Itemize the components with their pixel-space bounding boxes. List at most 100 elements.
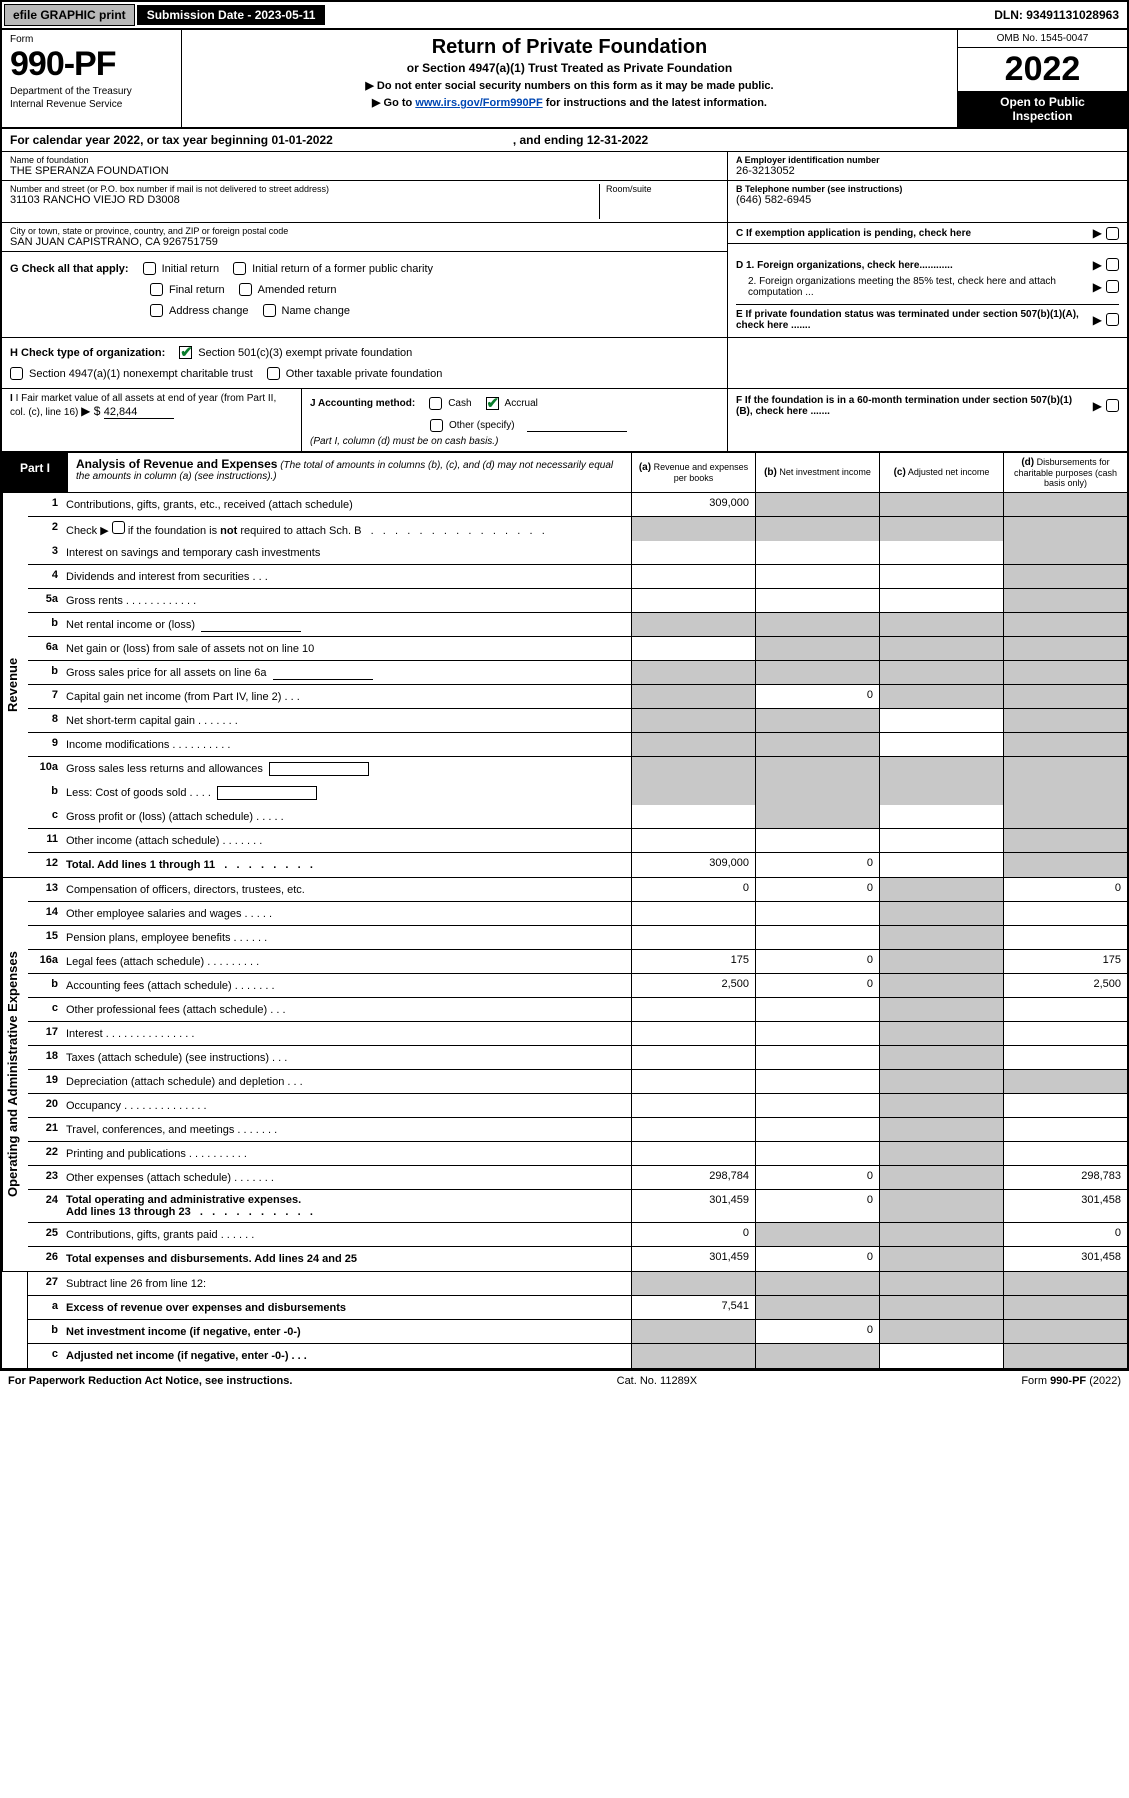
amended-return-checkbox[interactable] bbox=[239, 283, 252, 296]
line-24: Total operating and administrative expen… bbox=[62, 1190, 631, 1222]
paperwork-notice: For Paperwork Reduction Act Notice, see … bbox=[8, 1375, 292, 1387]
accrual-checkbox[interactable] bbox=[486, 397, 499, 410]
d1-checkbox[interactable] bbox=[1106, 258, 1119, 271]
col-a-header: (a) (a) Revenue and expenses per booksRe… bbox=[631, 453, 755, 492]
city-value: SAN JUAN CAPISTRANO, CA 926751759 bbox=[10, 236, 719, 248]
form-header: Form 990-PF Department of the Treasury I… bbox=[0, 30, 1129, 129]
section-g: G Check all that apply: Initial return I… bbox=[0, 252, 1129, 338]
line-16c: Other professional fees (attach schedule… bbox=[62, 998, 631, 1021]
form-title: Return of Private Foundation bbox=[194, 36, 945, 59]
line-20: Occupancy . . . . . . . . . . . . . . bbox=[62, 1094, 631, 1117]
initial-return-former-checkbox[interactable] bbox=[233, 262, 246, 275]
line-11: Other income (attach schedule) . . . . .… bbox=[62, 829, 631, 852]
dln-label: DLN: 93491131028963 bbox=[986, 5, 1127, 25]
line-12: Total. Add lines 1 through 11 . . . . . … bbox=[62, 853, 631, 877]
line-5b: Net rental income or (loss) bbox=[62, 613, 631, 636]
line-18: Taxes (attach schedule) (see instruction… bbox=[62, 1046, 631, 1069]
ein-label: A Employer identification number bbox=[736, 155, 1119, 165]
line-22: Printing and publications . . . . . . . … bbox=[62, 1142, 631, 1165]
section-h: H Check type of organization: Section 50… bbox=[0, 338, 1129, 389]
line-6a: Net gain or (loss) from sale of assets n… bbox=[62, 637, 631, 660]
open-public-2: Inspection bbox=[958, 109, 1127, 123]
phone-value: (646) 582-6945 bbox=[736, 194, 1119, 206]
line-19: Depreciation (attach schedule) and deple… bbox=[62, 1070, 631, 1093]
501c3-checkbox[interactable] bbox=[179, 346, 192, 359]
room-label: Room/suite bbox=[606, 184, 719, 194]
line-13: Compensation of officers, directors, tru… bbox=[62, 878, 631, 901]
line-8: Net short-term capital gain . . . . . . … bbox=[62, 709, 631, 732]
line-21: Travel, conferences, and meetings . . . … bbox=[62, 1118, 631, 1141]
fmv-value: 42,844 bbox=[104, 406, 174, 419]
line-27b: Net investment income (if negative, ente… bbox=[62, 1320, 631, 1343]
line-14: Other employee salaries and wages . . . … bbox=[62, 902, 631, 925]
col-c-header: (c) Adjusted net income bbox=[879, 453, 1003, 492]
calendar-year-row: For calendar year 2022, or tax year begi… bbox=[0, 129, 1129, 152]
foundation-name: THE SPERANZA FOUNDATION bbox=[10, 165, 719, 177]
4947-checkbox[interactable] bbox=[10, 367, 23, 380]
form-ref: Form 990-PF (2022) bbox=[1021, 1375, 1121, 1387]
open-public-1: Open to Public bbox=[958, 95, 1127, 109]
foundation-info: Name of foundation THE SPERANZA FOUNDATI… bbox=[0, 152, 1129, 252]
cash-checkbox[interactable] bbox=[429, 397, 442, 410]
address-label: Number and street (or P.O. box number if… bbox=[10, 184, 599, 194]
exemption-checkbox[interactable] bbox=[1106, 227, 1119, 240]
initial-return-checkbox[interactable] bbox=[143, 262, 156, 275]
line-23: Other expenses (attach schedule) . . . .… bbox=[62, 1166, 631, 1189]
line-4: Dividends and interest from securities .… bbox=[62, 565, 631, 588]
other-taxable-checkbox[interactable] bbox=[267, 367, 280, 380]
dept-irs: Internal Revenue Service bbox=[10, 99, 173, 110]
tax-year: 2022 bbox=[958, 48, 1127, 91]
part1-title: Analysis of Revenue and Expenses bbox=[76, 457, 277, 471]
name-change-checkbox[interactable] bbox=[263, 304, 276, 317]
dept-treasury: Department of the Treasury bbox=[10, 86, 173, 97]
ein-value: 26-3213052 bbox=[736, 165, 1119, 177]
revenue-vlabel: Revenue bbox=[2, 493, 28, 877]
part1-tab: Part I bbox=[2, 453, 68, 492]
j-label: J Accounting method: bbox=[310, 398, 415, 409]
line-6b: Gross sales price for all assets on line… bbox=[62, 661, 631, 684]
h-label: H Check type of organization: bbox=[10, 347, 165, 359]
ssn-warning: ▶ Do not enter social security numbers o… bbox=[194, 79, 945, 92]
efile-print-button[interactable]: efile GRAPHIC print bbox=[4, 4, 135, 26]
goto-note: ▶ Go to www.irs.gov/Form990PF for instru… bbox=[194, 96, 945, 109]
part1-header: Part I Analysis of Revenue and Expenses … bbox=[0, 453, 1129, 493]
name-label: Name of foundation bbox=[10, 155, 719, 165]
expenses-section: Operating and Administrative Expenses 13… bbox=[0, 878, 1129, 1272]
other-method-checkbox[interactable] bbox=[430, 419, 443, 432]
line-2: Check ▶ if the foundation is not require… bbox=[62, 517, 631, 541]
city-label: City or town, state or province, country… bbox=[10, 226, 719, 236]
g-label: G Check all that apply: bbox=[10, 263, 129, 275]
catalog-number: Cat. No. 11289X bbox=[617, 1375, 698, 1387]
line-10c: Gross profit or (loss) (attach schedule)… bbox=[62, 805, 631, 828]
irs-link[interactable]: www.irs.gov/Form990PF bbox=[415, 97, 542, 109]
final-return-checkbox[interactable] bbox=[150, 283, 163, 296]
line-5a: Gross rents . . . . . . . . . . . . bbox=[62, 589, 631, 612]
section-ij: I I Fair market value of all assets at e… bbox=[0, 389, 1129, 453]
line-10a: Gross sales less returns and allowances bbox=[62, 757, 631, 781]
line-7: Capital gain net income (from Part IV, l… bbox=[62, 685, 631, 708]
form-subtitle: or Section 4947(a)(1) Trust Treated as P… bbox=[194, 61, 945, 75]
form-word: Form bbox=[10, 34, 173, 45]
address-change-checkbox[interactable] bbox=[150, 304, 163, 317]
f-checkbox[interactable] bbox=[1106, 399, 1119, 412]
d1-label: D 1. Foreign organizations, check here..… bbox=[736, 260, 953, 271]
line-27-section: 27Subtract line 26 from line 12: aExcess… bbox=[0, 1272, 1129, 1370]
cash-basis-note: (Part I, column (d) must be on cash basi… bbox=[310, 436, 719, 447]
exemption-pending-label: C If exemption application is pending, c… bbox=[736, 228, 971, 239]
expenses-vlabel: Operating and Administrative Expenses bbox=[2, 878, 28, 1271]
d2-checkbox[interactable] bbox=[1106, 280, 1119, 293]
line-27a: Excess of revenue over expenses and disb… bbox=[62, 1296, 631, 1319]
line-16a: Legal fees (attach schedule) . . . . . .… bbox=[62, 950, 631, 973]
line-15: Pension plans, employee benefits . . . .… bbox=[62, 926, 631, 949]
line-16b: Accounting fees (attach schedule) . . . … bbox=[62, 974, 631, 997]
line-26: Total expenses and disbursements. Add li… bbox=[62, 1247, 631, 1271]
address-value: 31103 RANCHO VIEJO RD D3008 bbox=[10, 194, 599, 206]
line-3: Interest on savings and temporary cash i… bbox=[62, 541, 631, 564]
line-10b: Less: Cost of goods sold . . . . bbox=[62, 781, 631, 805]
e-checkbox[interactable] bbox=[1106, 313, 1119, 326]
f-label: F If the foundation is in a 60-month ter… bbox=[736, 395, 1087, 417]
revenue-section: Revenue 1Contributions, gifts, grants, e… bbox=[0, 493, 1129, 878]
schb-checkbox[interactable] bbox=[112, 521, 125, 534]
form-number: 990-PF bbox=[10, 45, 173, 84]
omb-number: OMB No. 1545-0047 bbox=[958, 30, 1127, 48]
